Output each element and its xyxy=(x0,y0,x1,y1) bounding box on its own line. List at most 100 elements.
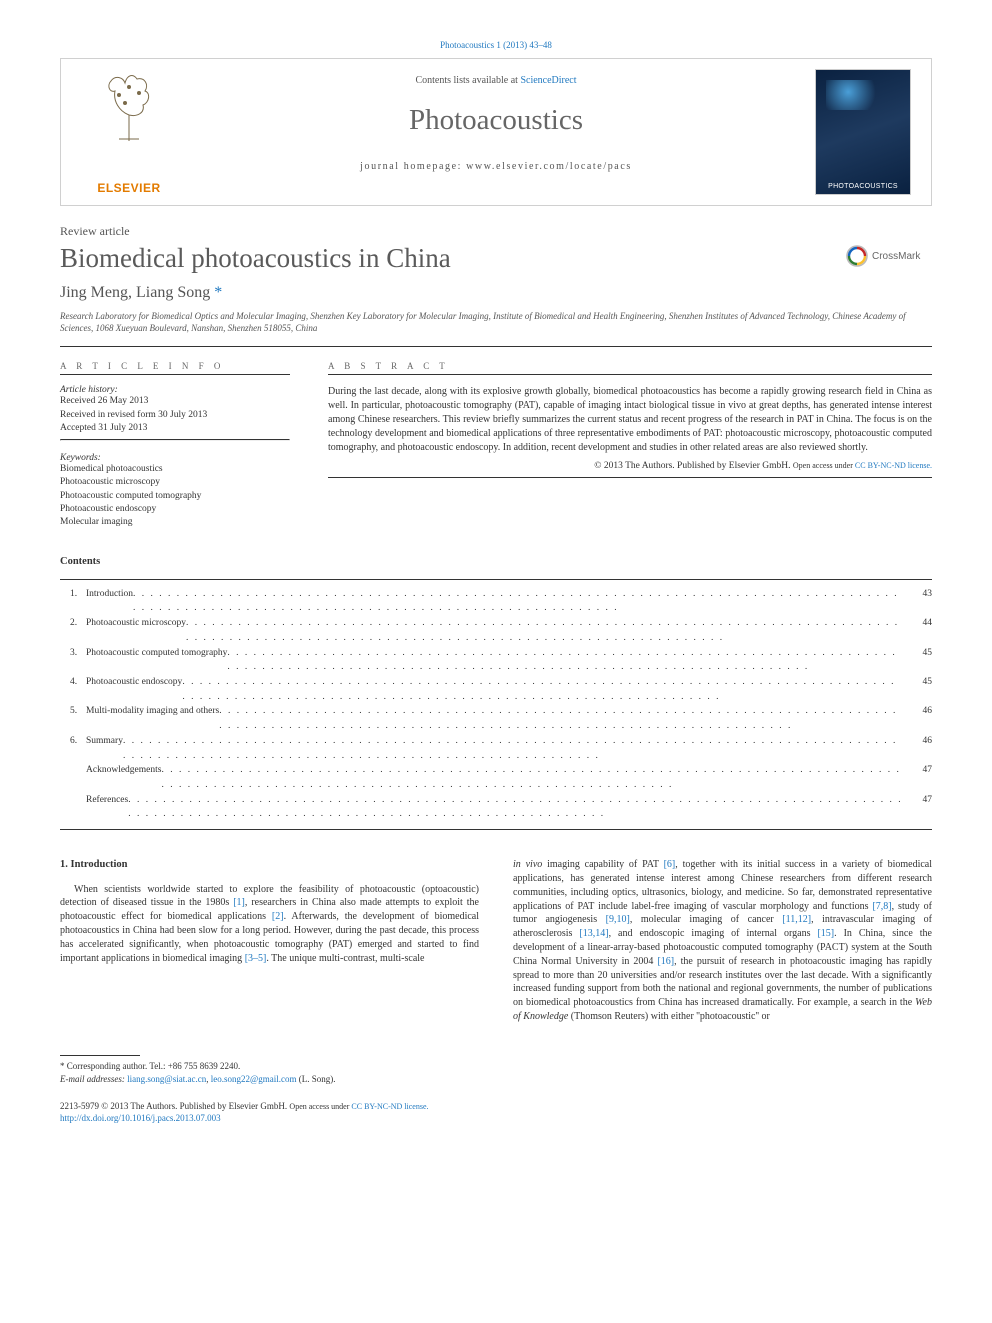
sciencedirect-line: Contents lists available at ScienceDirec… xyxy=(183,75,809,86)
history-accepted: Accepted 31 July 2013 xyxy=(60,422,290,435)
citation-link[interactable]: [9,10] xyxy=(606,914,630,925)
table-of-contents: 1.Introduction 43 2.Photoacoustic microsc… xyxy=(60,579,932,831)
author-list: Jing Meng, Liang Song * xyxy=(60,284,932,302)
citation-link[interactable]: [2] xyxy=(272,911,284,922)
cover-thumb-wrap xyxy=(809,69,917,195)
toc-num: 4. xyxy=(60,675,86,704)
contents-heading: Contents xyxy=(60,556,932,567)
toc-dots xyxy=(161,763,904,792)
citation-link[interactable]: [6] xyxy=(664,859,676,870)
keyword: Photoacoustic computed tomography xyxy=(60,490,290,503)
toc-page: 44 xyxy=(904,616,932,645)
abstract-text: During the last decade, along with its e… xyxy=(328,385,932,455)
citation-link[interactable]: [13,14] xyxy=(579,928,608,939)
license-link[interactable]: CC BY-NC-ND license. xyxy=(855,461,932,470)
sciencedirect-link[interactable]: ScienceDirect xyxy=(520,75,576,86)
toc-row[interactable]: 5.Multi-modality imaging and others46 xyxy=(60,704,932,733)
toc-num: 6. xyxy=(60,734,86,763)
keyword: Biomedical photoacoustics xyxy=(60,463,290,476)
text: , molecular imaging of cancer xyxy=(630,914,782,925)
toc-num: 1. xyxy=(60,587,86,616)
toc-title: Photoacoustic computed tomography xyxy=(86,646,227,675)
toc-num xyxy=(60,763,86,792)
toc-row[interactable]: References 47 xyxy=(60,793,932,822)
affiliation: Research Laboratory for Biomedical Optic… xyxy=(60,310,932,334)
toc-title: Summary xyxy=(86,734,123,763)
corresponding-star-icon[interactable]: * xyxy=(210,284,222,301)
toc-dots xyxy=(133,587,904,616)
keywords-label: Keywords: xyxy=(60,453,290,463)
toc-row[interactable]: 6.Summary 46 xyxy=(60,734,932,763)
article-info-block: A R T I C L E I N F O Article history: R… xyxy=(60,361,290,529)
citation-link[interactable]: [15] xyxy=(817,928,834,939)
text: . The unique multi-contrast, multi-scale xyxy=(266,953,424,964)
email-suffix: (L. Song). xyxy=(296,1074,335,1084)
toc-page: 47 xyxy=(904,793,932,822)
journal-name: Photoacoustics xyxy=(183,104,809,137)
license-link[interactable]: CC BY-NC-ND license. xyxy=(351,1102,428,1111)
journal-cover-thumb xyxy=(815,69,911,195)
citation-link[interactable]: [3–5] xyxy=(245,953,267,964)
elsevier-tree-icon xyxy=(96,69,162,145)
masthead: ELSEVIER Contents lists available at Sci… xyxy=(60,58,932,206)
history-label: Article history: xyxy=(60,385,290,395)
corr-text: Corresponding author. Tel.: +86 755 8639… xyxy=(67,1061,241,1071)
toc-page: 46 xyxy=(904,704,932,733)
toc-title: Acknowledgements xyxy=(86,763,161,792)
email-link[interactable]: liang.song@siat.ac.cn xyxy=(127,1074,206,1084)
toc-title: Photoacoustic endoscopy xyxy=(86,675,182,704)
email-label: E-mail addresses: xyxy=(60,1074,125,1084)
homepage-url[interactable]: www.elsevier.com/locate/pacs xyxy=(466,161,632,172)
email-footnote: E-mail addresses: liang.song@siat.ac.cn,… xyxy=(60,1073,479,1086)
body-columns: 1. Introduction When scientists worldwid… xyxy=(60,858,932,1085)
page-footer: 2213-5979 © 2013 The Authors. Published … xyxy=(60,1100,932,1125)
toc-row[interactable]: 1.Introduction 43 xyxy=(60,587,932,616)
footnote-divider xyxy=(60,1055,140,1056)
copyright-line: © 2013 The Authors. Published by Elsevie… xyxy=(328,461,932,471)
journal-homepage: journal homepage: www.elsevier.com/locat… xyxy=(183,161,809,172)
toc-dots xyxy=(128,793,904,822)
citation-link[interactable]: [16] xyxy=(657,956,674,967)
keyword: Photoacoustic endoscopy xyxy=(60,503,290,516)
toc-row[interactable]: 2.Photoacoustic microscopy44 xyxy=(60,616,932,645)
article-info-heading: A R T I C L E I N F O xyxy=(60,361,290,375)
toc-num: 3. xyxy=(60,646,86,675)
publisher-block: ELSEVIER xyxy=(75,69,183,195)
contents-prefix: Contents lists available at xyxy=(415,75,520,86)
toc-dots xyxy=(186,616,904,645)
body-paragraph: in vivo imaging capability of PAT [6], t… xyxy=(513,858,932,1024)
toc-page: 46 xyxy=(904,734,932,763)
toc-page: 45 xyxy=(904,675,932,704)
history-received: Received 26 May 2013 xyxy=(60,395,290,408)
toc-title: References xyxy=(86,793,128,822)
crossmark-badge[interactable]: CrossMark xyxy=(846,243,932,269)
toc-num xyxy=(60,793,86,822)
section-heading-intro: 1. Introduction xyxy=(60,858,479,872)
citation-link[interactable]: [7,8] xyxy=(872,901,891,912)
toc-num: 2. xyxy=(60,616,86,645)
toc-row[interactable]: Acknowledgements47 xyxy=(60,763,932,792)
star-icon: * xyxy=(60,1061,67,1071)
keyword: Photoacoustic microscopy xyxy=(60,476,290,489)
copyright-text: © 2013 The Authors. Published by Elsevie… xyxy=(594,461,793,471)
issue-citation[interactable]: Photoacoustics 1 (2013) 43–48 xyxy=(60,40,932,50)
citation-link[interactable]: [1] xyxy=(233,897,245,908)
history-revised: Received in revised form 30 July 2013 xyxy=(60,409,290,422)
toc-title: Introduction xyxy=(86,587,133,616)
article-title: Biomedical photoacoustics in China xyxy=(60,243,451,274)
body-paragraph: When scientists worldwide started to exp… xyxy=(60,883,479,966)
toc-dots xyxy=(123,734,904,763)
rule-top xyxy=(60,346,932,347)
citation-link[interactable]: [11,12] xyxy=(782,914,811,925)
elsevier-wordmark: ELSEVIER xyxy=(97,181,160,195)
email-link[interactable]: leo.song22@gmail.com xyxy=(211,1074,297,1084)
toc-row[interactable]: 3.Photoacoustic computed tomography 45 xyxy=(60,646,932,675)
toc-page: 43 xyxy=(904,587,932,616)
info-divider xyxy=(60,439,290,441)
toc-page: 45 xyxy=(904,646,932,675)
text: , and endoscopic imaging of internal org… xyxy=(609,928,818,939)
toc-row[interactable]: 4.Photoacoustic endoscopy 45 xyxy=(60,675,932,704)
open-access-prefix: Open access under xyxy=(289,1102,351,1111)
toc-dots xyxy=(219,704,904,733)
doi-link[interactable]: http://dx.doi.org/10.1016/j.pacs.2013.07… xyxy=(60,1113,221,1123)
